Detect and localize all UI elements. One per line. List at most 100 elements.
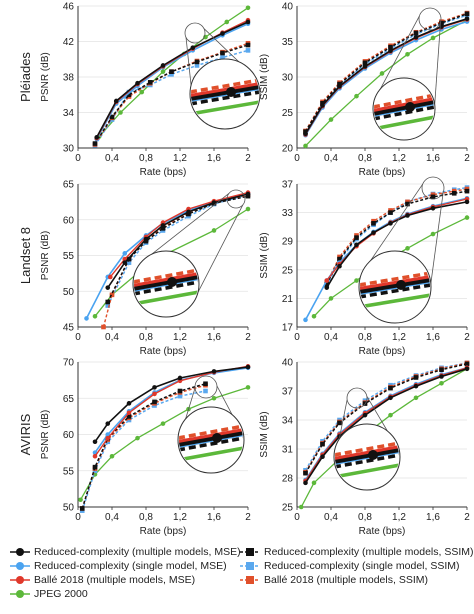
data-point-reduced_mse [126,401,132,406]
zoom-anchor-circle [226,189,246,209]
zoom-point-reduced_mse [368,450,378,460]
data-point-reduced_mse [303,480,308,486]
x-tick-label: 1,2 [173,153,187,164]
y-axis-label: PSNR (dB) [40,52,51,101]
data-point-single_ssim [177,393,183,399]
series-line-jpeg2000 [300,368,468,508]
x-tick-label: 0,8 [358,332,372,343]
figure: Pléiades Landset 8 AVIRIS 30 34 38 42 46 0 0,4 0,8… [18,2,470,538]
data-point-reduced_ssim [388,385,393,391]
x-tick-label: 0,8 [139,332,153,343]
data-point-reduced_mse [186,209,191,215]
zoom-line-jpeg2000 [360,293,430,309]
data-point-jpeg2000 [405,51,410,57]
zoom-line-reduced_ssim [134,280,198,296]
data-point-single_mse [84,316,89,321]
x-tick-label: 1,6 [426,512,440,523]
y-tick-label: 34 [282,416,294,427]
zoom-line-balle_mse [360,275,430,291]
series-line-balle_ssim [326,188,468,284]
y-tick-label: 37 [282,387,294,398]
data-point-jpeg2000 [311,313,317,319]
data-point-reduced_ssim [147,80,153,85]
x-tick-label: 0 [75,332,81,343]
data-point-reduced_mse [122,260,128,265]
series-line-single_mse [304,20,468,136]
data-point-balle_mse [126,410,132,416]
data-point-reduced_ssim [337,420,342,426]
y-tick-label: 60 [63,215,75,226]
x-tick-label: 1,2 [392,512,406,523]
x-axis-label: Rate (bps) [359,526,406,537]
data-point-reduced_mse [245,191,251,197]
x-axis-label: Rate (bps) [140,346,187,357]
y-tick-label: 33 [282,208,294,219]
x-tick-label: 0,4 [105,332,119,343]
data-point-reduced_mse [405,213,410,218]
zoom-line-reduced_ssim [335,453,399,469]
zoom-connector [140,192,230,264]
data-point-single_ssim [245,48,251,53]
data-point-jpeg2000 [354,278,359,283]
x-tick-label: 1,6 [207,512,221,523]
data-point-reduced_ssim [354,235,359,240]
data-point-reduced_mse [464,199,470,205]
x-tick-label: 0,4 [324,153,338,164]
legend-item-single_ssim: Reduced-complexity (single model, SSIM) [240,560,460,572]
series-line-balle_mse [304,367,468,482]
legend-item-balle_mse: Ballé 2018 (multiple models, MSE) [10,574,195,586]
data-point-single_ssim [203,388,208,394]
y-tick-label: 70 [63,358,75,369]
x-tick-label: 2 [464,332,470,343]
x-tick-label: 0,8 [358,153,372,164]
x-tick-label: 1,2 [173,332,187,343]
data-point-single_ssim [105,303,111,308]
data-point-reduced_mse [245,19,251,25]
data-point-jpeg2000 [160,69,166,74]
data-point-jpeg2000 [430,35,436,41]
y-tick-label: 17 [282,323,294,334]
zoom-line-reduced_mse [179,431,243,447]
zoom-anchor-circle [346,387,368,409]
zoom-line-jpeg2000 [374,115,434,131]
data-point-reduced_mse [337,263,342,269]
data-point-balle_mse [108,274,113,280]
x-tick-label: 1,2 [392,153,406,164]
series-line-reduced_mse [304,18,468,135]
y-tick-label: 25 [282,503,294,514]
data-point-jpeg2000 [211,228,217,233]
panel-4: 50 55 60 65 70 0 0,4 0,8 1,2 1,6 2 Rate (bps) PSNR (… [40,358,251,538]
data-point-reduced_ssim [152,399,157,405]
data-point-reduced_ssim [126,92,132,98]
data-point-reduced_ssim [245,42,251,48]
panel-0: 30 34 38 42 46 0 0,4 0,8 1,2 1,6 2 Rate (bps) PSNR (… [40,2,261,178]
data-point-reduced_mse [388,395,393,401]
data-point-reduced_mse [439,374,444,379]
zoom-line-jpeg2000 [179,446,243,462]
data-point-jpeg2000 [135,435,140,441]
data-point-reduced_mse [320,103,325,108]
series-line-reduced_ssim [304,13,468,133]
x-tick-label: 1,6 [207,332,221,343]
zoom-line-reduced_ssim [360,283,430,299]
y-tick-label: 55 [63,466,75,477]
y-tick-label: 30 [63,144,75,155]
data-point-reduced_ssim [439,367,444,373]
data-point-single_ssim [220,55,225,60]
zoom-line-reduced_ssim [179,436,243,452]
data-point-jpeg2000 [245,206,251,212]
data-point-reduced_ssim [92,464,98,470]
data-point-reduced_ssim [439,20,444,26]
y-axis-label: SSIM (dB) [259,411,270,457]
legend-item-single_mse: Reduced-complexity (single model, MSE) [10,560,227,572]
data-point-reduced_mse [430,206,436,211]
zoom-inset-content [179,424,243,462]
data-point-jpeg2000 [160,421,166,426]
zoom-line-reduced_mse [374,100,434,116]
legend-label: Reduced-complexity (multiple models, MSE… [34,546,241,558]
y-tick-label: 42 [63,37,75,48]
data-point-reduced_mse [135,80,140,86]
y-tick-label: 30 [282,73,294,84]
data-point-jpeg2000 [464,215,470,220]
y-tick-label: 60 [63,430,75,441]
